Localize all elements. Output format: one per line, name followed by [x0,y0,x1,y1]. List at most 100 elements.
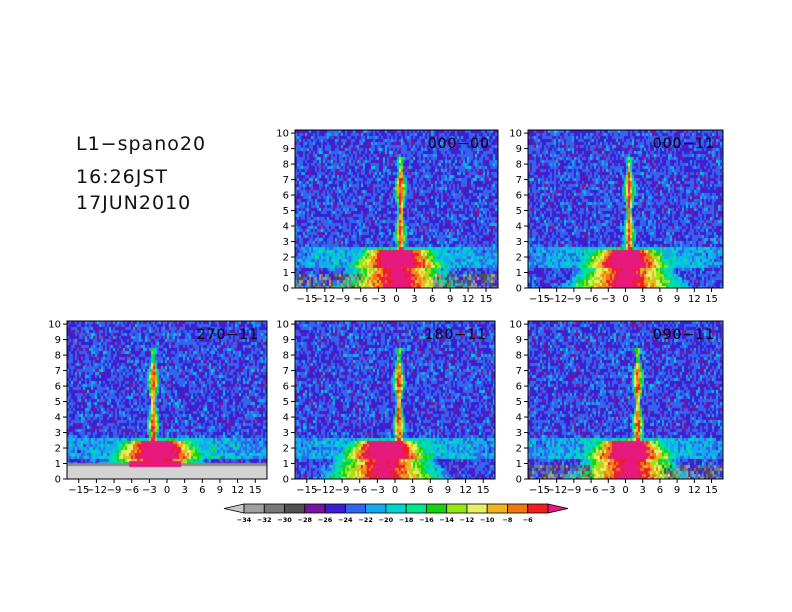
y-tick-label: 4 [516,222,522,233]
y-tick-label: 0 [283,284,289,295]
y-tick-label: 4 [516,413,522,424]
x-tick-label: −9 [567,294,582,305]
y-tick-label: 0 [516,475,522,486]
y-tick-label: 10 [276,320,289,331]
y-tick-label: 3 [516,237,522,248]
y-tick-label: 2 [283,444,289,455]
x-tick-label: −12 [314,485,335,496]
y-tick-label: 9 [283,335,289,346]
panel-frame [527,129,724,289]
panel-label: 000−11 [653,136,715,152]
colorbar-swatch [284,503,306,514]
y-tick-label: 7 [283,175,289,186]
x-tick-label: 0 [622,294,628,305]
date-label: 17JUN2010 [76,192,192,214]
colorbar-swatch [304,503,326,514]
y-tick-label: 1 [283,268,289,279]
colorbar-swatch [446,503,468,514]
x-tick-label: 9 [445,485,451,496]
colorbar-tick-label: −24 [338,516,353,524]
colorbar-swatch [405,503,427,514]
y-tick-label: 1 [516,459,522,470]
colorbar-tick-label: −20 [379,516,394,524]
x-tick-label: −6 [353,294,368,305]
x-tick-label: −15 [296,294,317,305]
y-tick-label: 2 [516,444,522,455]
y-tick-label: 6 [55,382,61,393]
x-tick-label: −3 [371,294,386,305]
y-tick-label: 10 [509,129,522,140]
heatmap-field [528,321,723,479]
colorbar-tick-label: −32 [257,516,272,524]
y-tick-label: 6 [283,382,289,393]
x-tick-label: 15 [480,294,493,305]
x-tick-label: 12 [231,485,244,496]
x-tick-label: −6 [352,485,367,496]
y-tick-label: 7 [516,366,522,377]
x-tick-label: −15 [529,485,550,496]
x-tick-label: −15 [529,294,550,305]
x-tick-label: −15 [68,485,89,496]
y-tick-label: 10 [509,320,522,331]
colorbar-swatch [425,503,448,514]
x-tick-label: 15 [477,485,490,496]
heatmap-field [295,321,495,479]
y-tick-label: 1 [55,459,61,470]
y-tick-label: 8 [516,160,522,171]
x-tick-label: 3 [409,485,415,496]
colorbar-swatch [243,503,265,514]
y-tick-label: 10 [276,129,289,140]
y-tick-label: 4 [283,413,289,424]
colorbar-swatch [486,503,508,514]
y-tick-label: 3 [55,428,61,439]
x-tick-label: −9 [567,485,582,496]
y-tick-label: 0 [283,475,289,486]
panel-label: 090−11 [653,327,715,343]
x-tick-label: −12 [314,294,335,305]
x-tick-label: −9 [107,485,122,496]
x-tick-label: −12 [86,485,107,496]
panel-frame [294,129,499,289]
x-tick-label: 9 [674,294,680,305]
colorbar-min-arrow [223,503,245,514]
y-tick-label: 8 [283,160,289,171]
y-tick-label: 6 [516,382,522,393]
x-tick-label: 3 [640,485,646,496]
x-tick-label: 6 [429,294,435,305]
y-tick-label: 8 [283,351,289,362]
colorbar-tick-label: −34 [237,516,252,524]
y-tick-label: 3 [516,428,522,439]
colorbar-tick-label: −14 [439,516,454,524]
x-tick-label: 12 [462,294,475,305]
colorbar-tick-label: −30 [277,516,292,524]
colorbar-swatch [324,503,346,514]
y-tick-label: 2 [516,253,522,264]
y-tick-label: 5 [283,206,289,217]
x-tick-label: −9 [335,485,350,496]
y-tick-label: 2 [283,253,289,264]
x-tick-label: −12 [546,485,567,496]
y-tick-label: 4 [283,222,289,233]
x-tick-label: −6 [584,485,599,496]
x-tick-label: −15 [296,485,317,496]
x-tick-label: −6 [124,485,139,496]
colorbar-swatch [466,503,488,514]
x-tick-label: 3 [640,294,646,305]
x-tick-label: 12 [459,485,472,496]
colorbar-swatch [344,503,367,514]
colorbar-tick-label: −8 [502,516,512,524]
x-tick-label: 0 [392,485,398,496]
heatmap-field [528,130,723,288]
panel-label: 270−11 [197,327,259,343]
x-tick-label: 6 [199,485,205,496]
x-tick-label: 9 [217,485,223,496]
colorbar-max-arrow [547,503,569,514]
y-tick-label: 4 [55,413,61,424]
x-tick-label: 12 [688,294,701,305]
x-tick-label: 9 [447,294,453,305]
heatmap-field [295,130,498,288]
colorbar-swatch [365,503,387,514]
panel-frame [294,320,496,480]
